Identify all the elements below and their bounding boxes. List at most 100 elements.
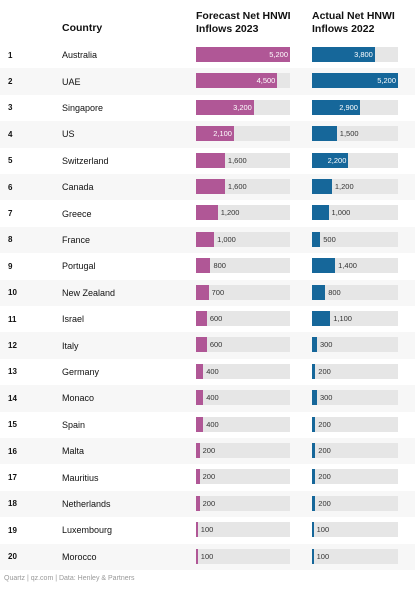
actual-bar [312, 179, 332, 194]
table-row: 4 US 2,100 1,500 [0, 121, 415, 148]
forecast-value-label: 400 [206, 393, 219, 403]
actual-value-label: 200 [318, 472, 331, 482]
country-label: Germany [62, 366, 100, 377]
actual-value-label: 100 [316, 525, 330, 535]
actual-value-label: 200 [318, 419, 331, 429]
actual-bar-track: 300 [312, 337, 398, 353]
forecast-bar-track: 800 [196, 258, 290, 274]
forecast-bar-track: 1,200 [196, 205, 290, 221]
table-row: 5 Switzerland 1,600 2,200 [0, 148, 415, 174]
forecast-bar-track: 100 [196, 548, 290, 564]
table-row: 9 Portugal 800 1,400 [0, 253, 415, 279]
actual-value-label: 1,000 [331, 208, 351, 218]
table-row: 3 Singapore 3,200 2,900 [0, 95, 415, 121]
actual-bar [312, 99, 360, 115]
rank-label: 15 [8, 420, 17, 430]
forecast-bar [196, 548, 198, 564]
actual-column-header: Actual Net HNWI Inflows 2022 [312, 10, 412, 36]
actual-value-label: 200 [318, 498, 331, 508]
forecast-bar-track: 100 [196, 522, 290, 538]
forecast-value-label: 600 [209, 340, 223, 350]
forecast-bar [196, 390, 204, 406]
table-row: 10 New Zealand 700 800 [0, 279, 415, 306]
actual-value-label: 1,200 [334, 182, 354, 191]
country-label: Switzerland [62, 155, 109, 166]
actual-bar-track: 200 [312, 469, 398, 485]
forecast-column-header: Forecast Net HNWI Inflows 2023 [196, 10, 311, 36]
rank-label: 9 [8, 261, 13, 271]
table-row: 8 France 1,000 500 [0, 226, 415, 254]
rank-label: 16 [8, 446, 17, 456]
actual-bar [312, 73, 398, 89]
country-label: France [62, 234, 91, 245]
forecast-bar [196, 231, 215, 247]
forecast-value-label: 5,200 [269, 50, 288, 59]
forecast-header-line1: Forecast Net HNWI [196, 10, 291, 22]
actual-value-label: 1,400 [338, 261, 357, 271]
actual-bar-track: 2,900 [312, 99, 398, 115]
forecast-bar [196, 99, 254, 115]
forecast-bar [196, 469, 200, 485]
forecast-value-label: 1,000 [217, 234, 236, 244]
actual-bar-track: 200 [312, 363, 398, 379]
actual-bar-track: 100 [312, 522, 398, 538]
actual-value-label: 800 [328, 287, 341, 297]
country-label: US [62, 129, 75, 140]
forecast-value-label: 1,600 [227, 182, 247, 191]
table-row: 14 Monaco 400 300 [0, 385, 415, 412]
table-row: 15 Spain 400 200 [0, 412, 415, 438]
rank-label: 11 [8, 314, 17, 324]
rank-label: 4 [8, 129, 13, 139]
country-label: Israel [62, 314, 85, 325]
rank-label: 3 [8, 103, 13, 113]
actual-header-line2: Inflows 2022 [312, 23, 375, 35]
actual-bar [312, 152, 349, 168]
actual-bar [312, 231, 321, 247]
actual-bar [312, 443, 316, 458]
forecast-bar-track: 1,600 [196, 179, 290, 194]
actual-bar [312, 258, 336, 274]
table-header: Country Forecast Net HNWI Inflows 2023 A… [0, 0, 415, 42]
forecast-bar [196, 73, 278, 89]
forecast-bar-track: 1,600 [196, 152, 290, 168]
table-row: 20 Morocco 100 100 [0, 543, 415, 570]
actual-bar-track: 1,100 [312, 311, 398, 326]
actual-bar-track: 200 [312, 495, 398, 511]
actual-bar [312, 548, 314, 564]
forecast-value-label: 400 [206, 366, 219, 376]
forecast-bar [196, 363, 204, 379]
actual-value-label: 200 [318, 446, 331, 455]
forecast-bar [196, 47, 290, 62]
rank-label: 12 [8, 341, 17, 351]
rank-label: 8 [8, 235, 13, 245]
actual-value-label: 1,500 [339, 129, 359, 139]
table-row: 17 Mauritius 200 200 [0, 464, 415, 490]
forecast-value-label: 100 [200, 551, 214, 561]
actual-bar-track: 800 [312, 284, 398, 300]
rank-label: 10 [8, 288, 17, 298]
table-row: 19 Luxembourg 100 100 [0, 517, 415, 543]
actual-value-label: 3,800 [354, 50, 373, 59]
actual-bar-track: 300 [312, 390, 398, 406]
forecast-bar [196, 126, 234, 142]
actual-value-label: 100 [316, 551, 330, 561]
actual-bar-track: 1,400 [312, 258, 398, 274]
country-label: Luxembourg [62, 525, 113, 536]
forecast-bar [196, 284, 209, 300]
forecast-bar-track: 4,500 [196, 73, 290, 89]
forecast-bar [196, 337, 207, 353]
rank-label: 20 [8, 552, 17, 562]
rank-label: 6 [8, 182, 13, 192]
actual-bar [312, 284, 326, 300]
table-row: 11 Israel 600 1,100 [0, 306, 415, 332]
table-row: 16 Malta 200 200 [0, 438, 415, 465]
actual-bar [312, 416, 316, 432]
actual-bar-track: 1,200 [312, 179, 398, 194]
forecast-value-label: 2,100 [213, 129, 232, 139]
forecast-bar [196, 179, 225, 194]
forecast-value-label: 200 [202, 498, 216, 508]
actual-bar [312, 337, 317, 353]
actual-bar [312, 495, 316, 511]
country-label: Australia [62, 50, 98, 61]
actual-bar [312, 363, 316, 379]
